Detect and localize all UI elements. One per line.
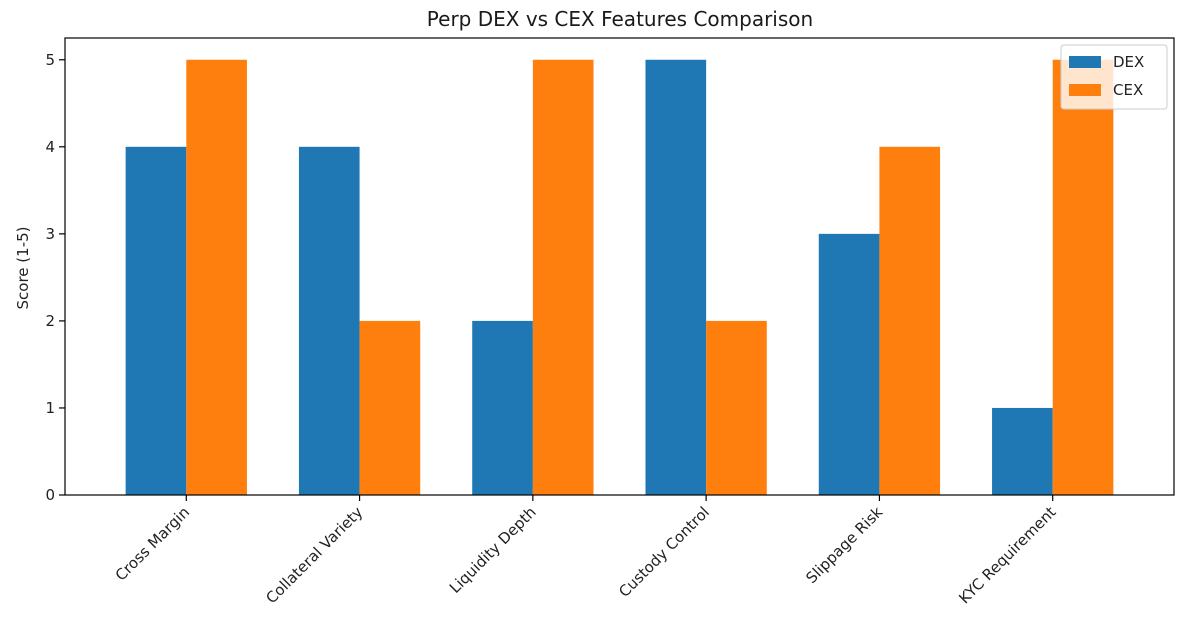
x-axis: Cross Margin Collateral Variety Liquidity … xyxy=(112,495,1060,607)
bar-dex-liquidity-depth xyxy=(472,320,533,495)
legend: DEX CEX xyxy=(1060,44,1168,110)
x-tick-label: Liquidity Depth xyxy=(446,503,540,597)
bar-dex-cross-margin xyxy=(125,146,187,495)
bar-dex-slippage-risk xyxy=(818,233,880,496)
bar-dex-kyc-requirement xyxy=(992,407,1053,495)
y-tick-label: 1 xyxy=(45,399,55,417)
legend-label-cex: CEX xyxy=(1113,81,1143,99)
plot-frame xyxy=(64,37,1175,496)
bar-cex-collateral-variety xyxy=(359,320,421,495)
bar-cex-slippage-risk xyxy=(879,146,941,495)
y-axis-title: Score (1-5) xyxy=(14,227,32,310)
bar-dex-custody-control xyxy=(645,59,707,495)
chart-title: Perp DEX vs CEX Features Comparison xyxy=(427,7,813,31)
bars-layer xyxy=(125,59,1114,496)
bar-cex-cross-margin xyxy=(186,59,247,495)
y-tick-label: 4 xyxy=(45,138,55,156)
bar-dex-collateral-variety xyxy=(298,146,360,495)
x-tick-label: Cross Margin xyxy=(112,503,193,584)
bar-cex-kyc-requirement xyxy=(1052,59,1114,495)
x-tick-label: Collateral Variety xyxy=(262,503,366,607)
y-tick-label: 0 xyxy=(45,486,55,504)
bar-cex-liquidity-depth xyxy=(532,59,594,495)
y-axis: 0 1 2 3 4 5 xyxy=(45,51,65,504)
y-tick-label: 5 xyxy=(45,51,55,69)
x-tick-label: KYC Requirement xyxy=(955,503,1059,607)
x-tick-label: Custody Control xyxy=(615,503,713,601)
legend-swatch-dex xyxy=(1069,56,1101,68)
legend-swatch-cex xyxy=(1069,84,1101,96)
x-tick-label: Slippage Risk xyxy=(802,503,886,587)
legend-label-dex: DEX xyxy=(1113,53,1144,71)
y-tick-label: 3 xyxy=(45,225,55,243)
bar-cex-custody-control xyxy=(706,320,767,495)
y-tick-label: 2 xyxy=(45,312,55,330)
